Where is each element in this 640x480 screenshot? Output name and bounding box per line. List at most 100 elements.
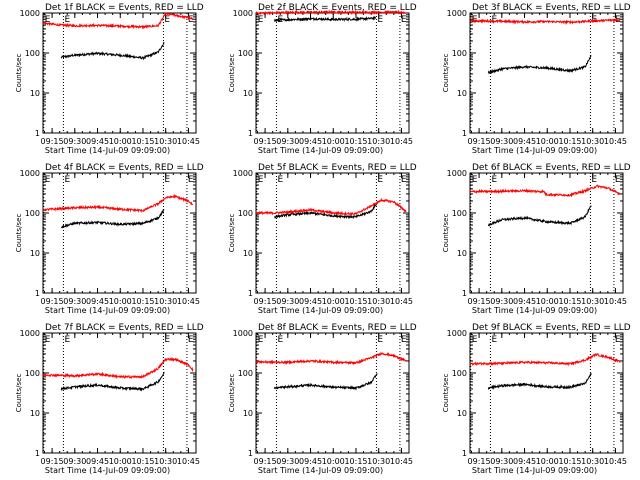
x-axis-label: Start Time (14-Jul-09 09:09:00) [472,306,597,315]
event-marker-label: E [64,175,70,185]
x-tick-label: 09:45 [513,457,536,466]
event-marker-label: E [377,335,383,345]
event-marker-label: E [277,175,283,185]
x-tick-label: 10:30 [154,137,177,146]
x-tick-label: 09:15 [41,137,64,146]
y-axis-label: Counts/sec [228,374,236,413]
y-tick-label: 1000 [20,9,40,18]
event-marker-label: E [188,15,194,25]
x-tick-label: 10:15 [344,297,367,306]
x-tick-label: 10:00 [109,137,132,146]
x-tick-label: 10:15 [344,457,367,466]
y-tick-label: 100 [238,49,253,58]
lld-series-line [42,356,194,380]
lld-series-line [255,9,407,16]
y-axis-label: Counts/sec [228,54,236,93]
event-marker-label: E [377,15,383,25]
x-tick-label: 10:30 [154,297,177,306]
event-marker-label: E [258,15,264,25]
x-tick-label: 09:30 [63,137,86,146]
x-tick-label: 09:45 [513,297,536,306]
y-tick-label: 10 [457,249,467,258]
y-tick-label: 100 [25,49,40,58]
event-marker-label: E [258,175,264,185]
x-axis-label: Start Time (14-Jul-09 09:09:00) [258,146,383,155]
y-tick-label: 10 [30,409,40,418]
y-tick-label: 100 [238,209,253,218]
x-tick-label: 09:15 [254,137,277,146]
y-tick-label: 1 [248,449,253,458]
x-tick-label: 10:15 [131,137,154,146]
x-tick-label: 10:30 [581,297,604,306]
x-tick-label: 10:15 [344,137,367,146]
y-tick-label: 100 [25,209,40,218]
x-tick-label: 09:30 [490,457,513,466]
y-axis-label: Counts/sec [442,214,450,253]
y-tick-label: 1000 [233,329,253,338]
panel-title: Det 7f BLACK = Events, RED = LLD [45,323,204,333]
y-tick-label: 1000 [233,9,253,18]
y-axis-label: Counts/sec [15,54,23,93]
y-tick-label: 10 [30,249,40,258]
event-marker-label: E [401,335,407,345]
plot-frame [42,12,197,134]
x-tick-label: 10:15 [131,457,154,466]
event-marker-label: E [615,335,621,345]
event-marker-label: E [277,335,283,345]
x-tick-label: 09:30 [490,297,513,306]
y-axis-label: Counts/sec [15,374,23,413]
event-marker-label: E [64,335,70,345]
event-marker-label: E [45,15,51,25]
x-axis-label: Start Time (14-Jul-09 09:09:00) [45,146,170,155]
y-tick-label: 100 [452,209,467,218]
lld-series-line [255,197,407,217]
x-tick-label: 10:00 [322,297,345,306]
y-tick-label: 10 [457,89,467,98]
x-tick-label: 09:15 [41,297,64,306]
panel-title: Det 4f BLACK = Events, RED = LLD [45,163,204,173]
y-tick-label: 1000 [20,329,40,338]
x-axis-label: Start Time (14-Jul-09 09:09:00) [45,306,170,315]
y-tick-label: 10 [243,89,253,98]
events-series-line [61,208,165,229]
x-tick-label: 10:30 [154,457,177,466]
x-tick-label: 09:15 [468,137,491,146]
x-tick-label: 10:30 [581,457,604,466]
x-tick-label: 10:45 [390,297,413,306]
y-tick-label: 1 [462,129,467,138]
event-marker-label: E [188,175,194,185]
y-tick-label: 1000 [447,169,467,178]
event-marker-label: E [45,335,51,345]
x-tick-label: 10:00 [536,457,559,466]
x-tick-label: 09:45 [86,297,109,306]
panel-title: Det 2f BLACK = Events, RED = LLD [258,3,417,13]
event-marker-label: E [401,175,407,185]
x-tick-label: 09:45 [86,137,109,146]
x-tick-label: 09:30 [490,137,513,146]
event-marker-label: E [591,175,597,185]
y-axis-label: Counts/sec [442,374,450,413]
event-marker-label: E [64,15,70,25]
plot-frame [42,172,197,294]
x-axis-label: Start Time (14-Jul-09 09:09:00) [472,146,597,155]
x-tick-label: 09:45 [299,457,322,466]
x-tick-label: 10:45 [177,137,200,146]
event-marker-label: E [491,335,497,345]
y-tick-label: 100 [238,369,253,378]
events-series-line [487,205,592,228]
x-tick-label: 10:00 [109,297,132,306]
plot-frame [469,12,624,134]
panel-title: Det 8f BLACK = Events, RED = LLD [258,323,417,333]
y-tick-label: 1000 [20,169,40,178]
lld-series-line [469,184,621,198]
x-tick-label: 09:45 [299,137,322,146]
y-tick-label: 100 [452,369,467,378]
x-tick-label: 09:30 [63,457,86,466]
x-tick-label: 10:45 [177,297,200,306]
x-tick-label: 10:00 [109,457,132,466]
y-axis-label: Counts/sec [228,214,236,253]
panel-title: Det 3f BLACK = Events, RED = LLD [472,3,631,13]
event-marker-label: E [164,335,170,345]
lld-series-line [42,11,194,30]
